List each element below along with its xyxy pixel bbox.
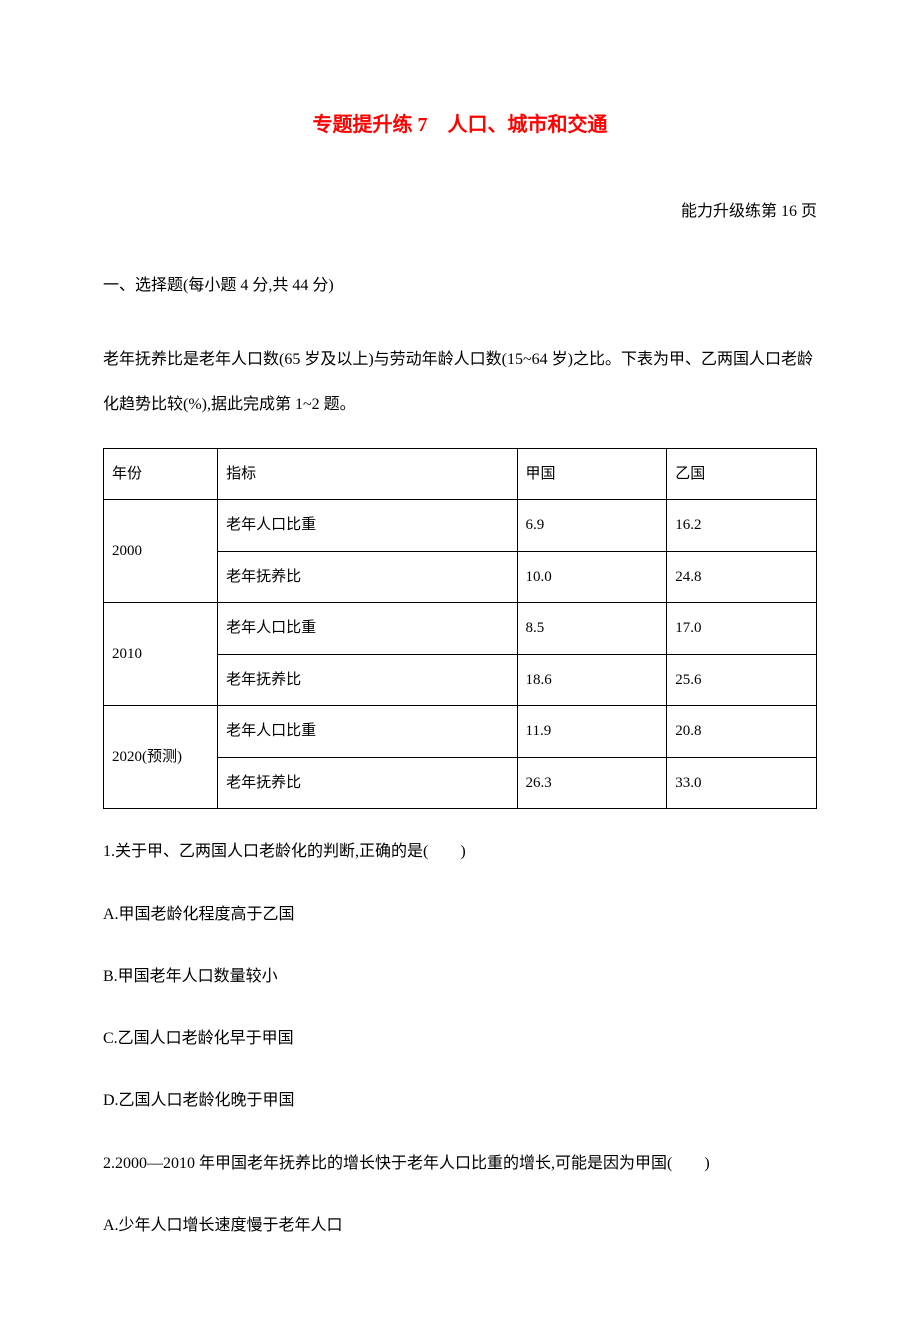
question-option: A.甲国老龄化程度高于乙国 [103,903,817,927]
question-option: B.甲国老年人口数量较小 [103,965,817,989]
question-option: D.乙国人口老龄化晚于甲国 [103,1089,817,1113]
table-row: 2020(预测) 老年人口比重 11.9 20.8 [104,706,817,758]
page-reference: 能力升级练第 16 页 [103,200,817,224]
cell-value: 16.2 [667,500,817,552]
cell-year: 2010 [104,603,218,706]
cell-value: 18.6 [517,654,667,706]
table-row: 2000 老年人口比重 6.9 16.2 [104,500,817,552]
cell-value: 11.9 [517,706,667,758]
header-country-b: 乙国 [667,448,817,500]
cell-value: 6.9 [517,500,667,552]
cell-indicator: 老年人口比重 [218,500,517,552]
question-stem: 1.关于甲、乙两国人口老龄化的判断,正确的是( ) [103,839,817,865]
data-table: 年份 指标 甲国 乙国 2000 老年人口比重 6.9 16.2 老年抚养比 1… [103,448,817,810]
question-option: C.乙国人口老龄化早于甲国 [103,1027,817,1051]
intro-paragraph: 老年抚养比是老年人口数(65 岁及以上)与劳动年龄人口数(15~64 岁)之比。… [103,338,817,428]
cell-indicator: 老年人口比重 [218,603,517,655]
document-title: 专题提升练 7 人口、城市和交通 [103,110,817,140]
cell-value: 26.3 [517,757,667,809]
cell-value: 25.6 [667,654,817,706]
cell-indicator: 老年抚养比 [218,654,517,706]
header-indicator: 指标 [218,448,517,500]
cell-year: 2020(预测) [104,706,218,809]
section-heading: 一、选择题(每小题 4 分,共 44 分) [103,274,817,298]
cell-value: 17.0 [667,603,817,655]
cell-value: 33.0 [667,757,817,809]
cell-indicator: 老年抚养比 [218,551,517,603]
table-row: 2010 老年人口比重 8.5 17.0 [104,603,817,655]
cell-year: 2000 [104,500,218,603]
cell-value: 24.8 [667,551,817,603]
cell-value: 10.0 [517,551,667,603]
cell-indicator: 老年抚养比 [218,757,517,809]
table-header-row: 年份 指标 甲国 乙国 [104,448,817,500]
question-stem: 2.2000—2010 年甲国老年抚养比的增长快于老年人口比重的增长,可能是因为… [103,1151,817,1177]
cell-value: 20.8 [667,706,817,758]
cell-value: 8.5 [517,603,667,655]
header-year: 年份 [104,448,218,500]
cell-indicator: 老年人口比重 [218,706,517,758]
question-option: A.少年人口增长速度慢于老年人口 [103,1214,817,1238]
header-country-a: 甲国 [517,448,667,500]
